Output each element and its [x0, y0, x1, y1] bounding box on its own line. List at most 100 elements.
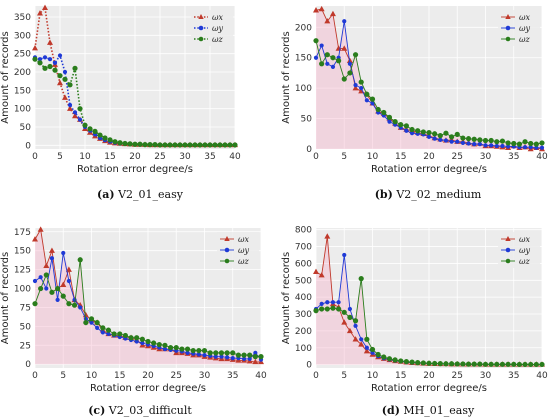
- y-axis-label: Amount of records: [281, 31, 292, 123]
- data-point-wy: [528, 145, 533, 150]
- data-point-wz: [66, 301, 72, 307]
- data-point-wz: [409, 359, 415, 365]
- data-point-wy: [353, 83, 358, 88]
- data-point-wz: [137, 141, 143, 147]
- data-point-wz: [505, 361, 511, 367]
- data-point-wz: [232, 142, 238, 148]
- x-tick-label: 25: [452, 152, 463, 162]
- data-point-wy: [202, 353, 207, 358]
- legend-marker-wy: [198, 25, 204, 31]
- panel-caption: (a) V2_01_easy: [97, 188, 184, 201]
- x-tick-label: 15: [395, 371, 406, 381]
- data-point-wz: [32, 56, 38, 62]
- data-point-wy: [330, 300, 336, 305]
- data-point-wz: [94, 319, 100, 326]
- data-point-wy: [494, 143, 499, 149]
- data-point-wz: [207, 350, 213, 356]
- data-point-wz: [460, 135, 466, 141]
- data-point-wy: [42, 55, 48, 60]
- x-tick-label: 30: [179, 152, 191, 162]
- data-point-wy: [47, 57, 53, 62]
- data-point-wz: [202, 142, 208, 148]
- data-point-wz: [107, 137, 113, 143]
- x-tick-label: 35: [204, 152, 215, 162]
- x-tick-label: 30: [480, 371, 492, 381]
- legend-entry-wz: ωz: [519, 257, 531, 266]
- data-point-wz: [522, 139, 528, 145]
- data-point-wz: [319, 61, 325, 67]
- data-point-wz: [111, 331, 117, 337]
- data-point-wx: [313, 268, 319, 275]
- data-point-wz: [347, 314, 353, 320]
- x-tick-label: 20: [142, 371, 154, 381]
- x-tick-label: 20: [423, 371, 435, 381]
- data-point-wz: [157, 142, 163, 148]
- data-point-wz: [192, 142, 198, 148]
- data-point-wz: [201, 347, 208, 354]
- data-point-wz: [347, 70, 353, 76]
- data-point-wz: [415, 128, 421, 134]
- data-point-wy: [500, 143, 505, 149]
- legend-marker-wz: [224, 258, 230, 264]
- data-point-wx: [358, 341, 365, 347]
- panel-caption-letter: (c): [88, 404, 105, 417]
- data-point-wx: [67, 105, 73, 111]
- data-point-wz: [324, 306, 330, 312]
- data-point-wz: [336, 306, 342, 312]
- data-point-wy: [253, 350, 258, 355]
- data-point-wy: [319, 301, 324, 307]
- data-point-wz: [117, 140, 123, 146]
- x-tick-label: 0: [32, 371, 38, 381]
- data-point-wy: [219, 354, 224, 359]
- x-tick-label: 10: [367, 371, 379, 381]
- data-point-wx: [47, 39, 53, 45]
- x-tick-label: 0: [313, 371, 319, 381]
- data-point-wz: [482, 361, 489, 367]
- data-point-wy: [449, 139, 454, 144]
- panel-caption: (c) V2_03_difficult: [88, 404, 192, 417]
- x-axis-label: Rotation error degree/s: [90, 383, 206, 394]
- data-point-wz: [375, 351, 381, 358]
- data-point-wz: [443, 361, 449, 367]
- panel-caption-name: MH_01_easy: [400, 404, 475, 417]
- data-point-wy: [466, 141, 471, 146]
- panel-caption: (d) MH_01_easy: [382, 404, 475, 417]
- legend-entry-wx: ωx: [519, 13, 531, 22]
- data-point-wy: [37, 57, 43, 62]
- data-point-wz: [128, 335, 134, 341]
- legend-marker-wz: [198, 36, 204, 42]
- x-tick-label: 5: [60, 371, 66, 381]
- x-tick-label: 25: [171, 371, 182, 381]
- legend-marker-wx: [505, 236, 511, 241]
- data-point-wy: [336, 300, 341, 305]
- legend-entry-wx: ωx: [238, 235, 250, 244]
- data-point-wx: [37, 10, 43, 16]
- data-point-wx: [363, 347, 370, 354]
- data-point-wy: [185, 350, 190, 355]
- data-point-wy: [52, 60, 58, 65]
- data-point-wx: [341, 45, 348, 51]
- data-point-wz: [454, 131, 460, 137]
- data-point-wz: [449, 361, 455, 367]
- y-tick-label: 700: [295, 243, 312, 253]
- data-point-wz: [147, 142, 153, 148]
- data-point-wz: [505, 140, 511, 146]
- y-tick-label: 500: [295, 276, 312, 286]
- data-point-wx: [352, 336, 359, 342]
- x-tick-label: 40: [255, 371, 267, 381]
- y-tick-label: 0: [25, 360, 31, 370]
- data-point-wy: [241, 356, 247, 362]
- data-point-wy: [49, 256, 55, 261]
- data-point-wz: [100, 325, 106, 331]
- data-point-wz: [43, 272, 49, 278]
- y-tick-label: 200: [14, 68, 31, 78]
- data-point-wy: [77, 117, 83, 122]
- data-point-wz: [145, 338, 151, 345]
- data-point-wz: [313, 308, 319, 314]
- x-tick-label: 30: [199, 371, 211, 381]
- data-point-wy: [426, 134, 432, 139]
- data-point-wz: [403, 358, 409, 365]
- data-point-wz: [369, 346, 376, 353]
- legend-marker-wx: [224, 236, 230, 241]
- data-point-wz: [477, 361, 483, 367]
